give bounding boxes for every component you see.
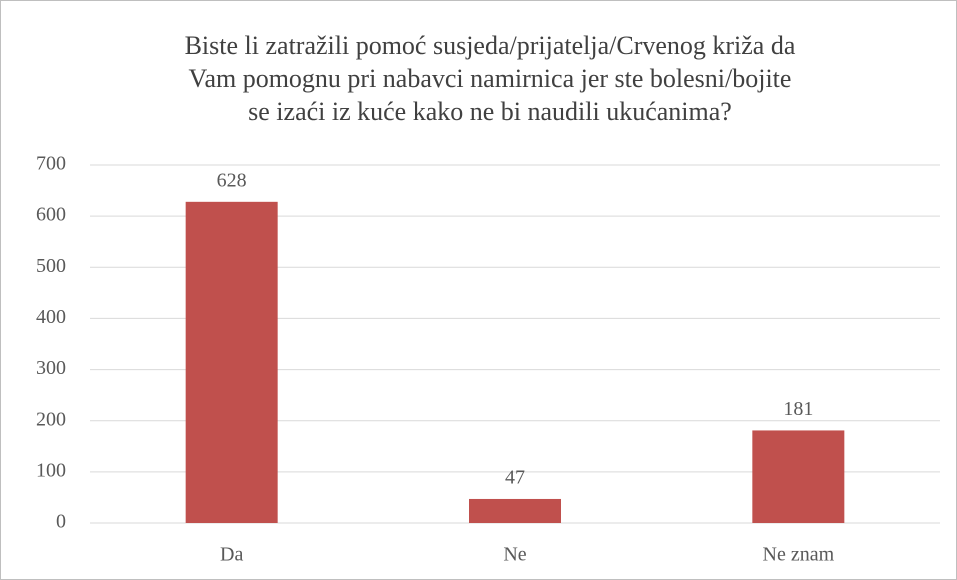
y-tick-label: 100 xyxy=(36,459,66,481)
y-tick-label: 0 xyxy=(56,511,66,533)
data-label: 628 xyxy=(217,169,247,191)
bar xyxy=(752,430,845,523)
data-label: 181 xyxy=(783,398,813,420)
y-tick-label: 200 xyxy=(36,408,66,430)
x-tick-label: Da xyxy=(220,544,243,566)
bar xyxy=(469,498,561,523)
chart-title: Vam pomognu pri nabavci namirnica jer st… xyxy=(189,64,792,93)
bar xyxy=(185,201,278,523)
y-tick-label: 400 xyxy=(36,306,66,328)
x-tick-label: Ne znam xyxy=(763,544,835,566)
y-tick-label: 500 xyxy=(36,255,66,277)
chart-title: Biste li zatražili pomoć susjeda/prijate… xyxy=(185,31,796,60)
data-label: 47 xyxy=(505,467,525,489)
y-tick-label: 300 xyxy=(36,357,66,379)
chart-title: se izaći iz kuće kako ne bi naudili ukuć… xyxy=(248,97,732,126)
y-tick-label: 600 xyxy=(36,204,66,226)
x-tick-label: Ne xyxy=(503,544,526,566)
y-tick-label: 700 xyxy=(36,153,66,175)
